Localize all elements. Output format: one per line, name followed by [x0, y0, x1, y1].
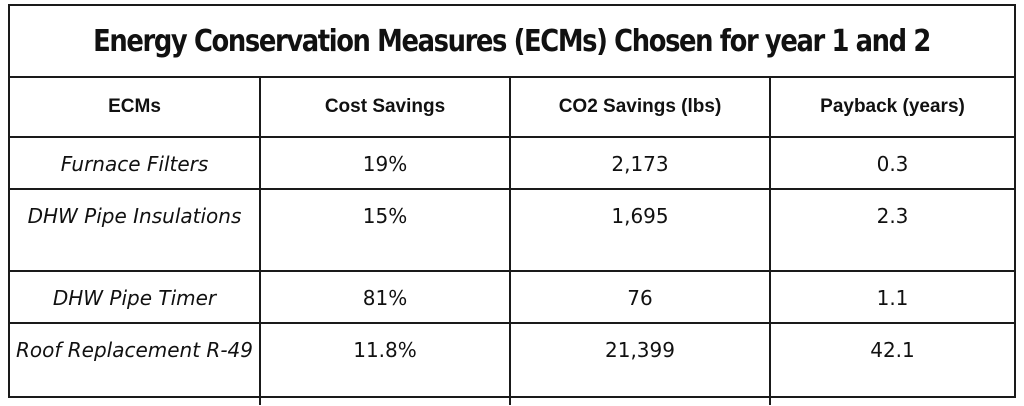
co2-savings-cell: 21,399 — [509, 322, 771, 405]
column-header-payback: Payback (years) — [769, 78, 1014, 138]
column-header-ecms: ECMs — [10, 78, 261, 138]
column-header-co2-savings: CO2 Savings (lbs) — [509, 78, 771, 138]
table-header-row: ECMs Cost Savings CO2 Savings (lbs) Payb… — [10, 78, 1014, 138]
co2-savings-cell: 76 — [509, 270, 771, 324]
ecm-table: ECMs Cost Savings CO2 Savings (lbs) Payb… — [10, 78, 1014, 405]
cost-savings-cell: 15% — [259, 188, 511, 272]
table-row: Furnace Filters 19% 2,173 0.3 — [10, 136, 1014, 190]
payback-cell: 0.3 — [769, 136, 1014, 190]
title-row: Energy Conservation Measures (ECMs) Chos… — [10, 6, 1014, 78]
payback-cell: 42.1 — [769, 322, 1014, 405]
column-header-cost-savings: Cost Savings — [259, 78, 511, 138]
ecm-name-cell: DHW Pipe Insulations — [10, 188, 261, 272]
ecm-table-card: Energy Conservation Measures (ECMs) Chos… — [8, 4, 1016, 405]
co2-savings-cell: 1,695 — [509, 188, 771, 272]
table-row: Roof Replacement R-49 11.8% 21,399 42.1 — [10, 322, 1014, 405]
ecm-name-cell: Roof Replacement R-49 — [10, 322, 261, 405]
table-row: DHW Pipe Insulations 15% 1,695 2.3 — [10, 188, 1014, 272]
cost-savings-cell: 11.8% — [259, 322, 511, 405]
co2-savings-cell: 2,173 — [509, 136, 771, 190]
cost-savings-cell: 81% — [259, 270, 511, 324]
table-row: DHW Pipe Timer 81% 76 1.1 — [10, 270, 1014, 324]
payback-cell: 2.3 — [769, 188, 1014, 272]
cost-savings-cell: 19% — [259, 136, 511, 190]
payback-cell: 1.1 — [769, 270, 1014, 324]
ecm-name-cell: DHW Pipe Timer — [10, 270, 261, 324]
ecm-name-cell: Furnace Filters — [10, 136, 261, 190]
table-title: Energy Conservation Measures (ECMs) Chos… — [93, 23, 932, 59]
